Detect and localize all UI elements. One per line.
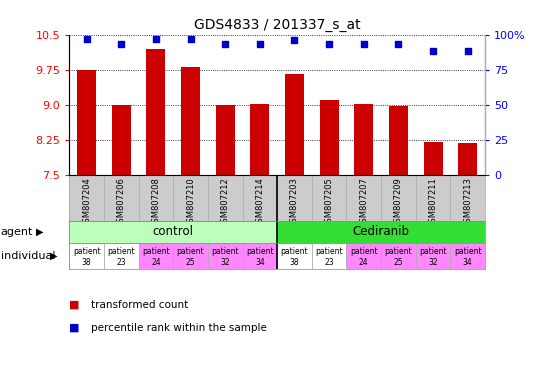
Bar [354, 104, 373, 384]
Bar [181, 67, 200, 384]
Bar [251, 104, 269, 384]
Text: 34: 34 [463, 258, 473, 267]
Bar [104, 243, 139, 269]
Point [151, 36, 160, 42]
Text: patient: patient [246, 247, 273, 256]
Text: patient: patient [419, 247, 447, 256]
Bar [346, 243, 381, 269]
Bar [450, 243, 485, 269]
Bar [312, 243, 346, 269]
Point [359, 41, 368, 48]
Point [429, 48, 437, 55]
Title: GDS4833 / 201337_s_at: GDS4833 / 201337_s_at [194, 18, 360, 32]
Text: patient: patient [177, 247, 204, 256]
Bar [112, 104, 131, 384]
Text: ▶: ▶ [36, 227, 44, 237]
Point [83, 36, 91, 42]
Text: 23: 23 [116, 258, 126, 267]
Text: GSM807206: GSM807206 [117, 177, 126, 228]
Text: patient: patient [350, 247, 377, 256]
Text: patient: patient [142, 247, 169, 256]
Point [187, 36, 195, 42]
Point [290, 37, 298, 43]
Point [221, 41, 229, 48]
Text: GSM807209: GSM807209 [394, 177, 403, 228]
Bar [69, 243, 104, 269]
Bar [458, 143, 477, 384]
Text: 32: 32 [220, 258, 230, 267]
Text: 38: 38 [289, 258, 300, 267]
Text: GSM807208: GSM807208 [151, 177, 160, 228]
Bar [216, 104, 235, 384]
Point [117, 41, 126, 48]
Bar [277, 243, 312, 269]
Text: 24: 24 [151, 258, 161, 267]
Text: GSM807203: GSM807203 [290, 177, 299, 228]
Text: control: control [153, 225, 193, 238]
Bar [416, 243, 450, 269]
Text: GSM807205: GSM807205 [325, 177, 334, 228]
Text: 38: 38 [82, 258, 92, 267]
Text: GSM807212: GSM807212 [221, 177, 230, 228]
Text: GSM807213: GSM807213 [463, 177, 472, 228]
Text: GSM807210: GSM807210 [186, 177, 195, 228]
Point [255, 41, 264, 48]
Text: patient: patient [108, 247, 135, 256]
Bar [69, 221, 277, 243]
Text: patient: patient [385, 247, 412, 256]
Text: 23: 23 [324, 258, 334, 267]
Text: 34: 34 [255, 258, 265, 267]
Bar [139, 243, 173, 269]
Bar [424, 142, 442, 384]
Text: percentile rank within the sample: percentile rank within the sample [91, 323, 266, 333]
Text: patient: patient [281, 247, 308, 256]
Text: agent: agent [1, 227, 33, 237]
Bar [320, 100, 338, 384]
Text: ▶: ▶ [50, 251, 58, 261]
Text: patient: patient [212, 247, 239, 256]
Text: 32: 32 [428, 258, 438, 267]
Text: patient: patient [73, 247, 100, 256]
Text: GSM807207: GSM807207 [359, 177, 368, 228]
Text: 25: 25 [185, 258, 196, 267]
Text: GSM807211: GSM807211 [429, 177, 438, 228]
Text: GSM807204: GSM807204 [82, 177, 91, 228]
Text: patient: patient [454, 247, 481, 256]
Bar [277, 221, 485, 243]
Bar [389, 106, 408, 384]
Text: ■: ■ [69, 300, 80, 310]
Point [325, 41, 334, 48]
Bar [285, 74, 304, 384]
Text: 25: 25 [393, 258, 403, 267]
Text: patient: patient [316, 247, 343, 256]
Bar [243, 243, 277, 269]
Text: ■: ■ [69, 323, 80, 333]
Bar [208, 243, 243, 269]
Bar [173, 243, 208, 269]
Text: 24: 24 [359, 258, 369, 267]
Text: GSM807214: GSM807214 [255, 177, 264, 228]
Point [463, 48, 472, 55]
Text: Cediranib: Cediranib [353, 225, 409, 238]
Bar [381, 243, 416, 269]
Bar [77, 70, 96, 384]
Point [394, 41, 403, 48]
Bar [147, 48, 165, 384]
Text: transformed count: transformed count [91, 300, 188, 310]
Text: individual: individual [1, 251, 55, 261]
